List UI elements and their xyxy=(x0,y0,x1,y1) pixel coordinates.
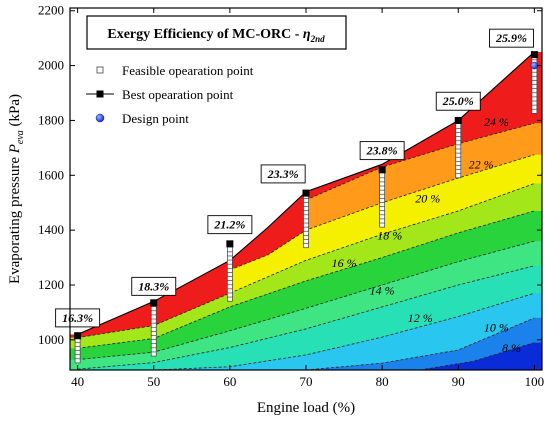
best-point xyxy=(74,332,82,340)
callout-label: 25.0% xyxy=(442,94,474,108)
feasible-point xyxy=(455,123,462,129)
contour-label: 16 % xyxy=(332,256,357,270)
feasible-points xyxy=(74,54,538,364)
callout-box xyxy=(55,308,101,328)
feasible-point xyxy=(227,246,233,253)
x-tick-label: 60 xyxy=(223,374,236,389)
fill-band xyxy=(306,317,542,370)
contour-line xyxy=(153,292,535,370)
contour-label: 20 % xyxy=(415,192,440,206)
callout-label: 23.8% xyxy=(366,144,398,158)
callout-box xyxy=(489,28,534,48)
fill-band xyxy=(153,293,542,370)
x-axis-title: Engine load (%) xyxy=(257,400,355,416)
contour-labels: 8 % 10 % 12 % 14 % 16 % 18 % 20 % 22 % 24 % xyxy=(332,115,521,355)
callout-box xyxy=(131,276,177,296)
legend-label: Best opearation point xyxy=(122,87,234,102)
callout-label: 18.3% xyxy=(138,279,169,293)
contour-label: 18 % xyxy=(377,229,402,243)
x-tick-label: 40 xyxy=(71,374,84,389)
best-point xyxy=(454,116,462,124)
contour-line xyxy=(420,342,535,370)
x-tick-label: 50 xyxy=(147,374,160,389)
y-tick-label: 1600 xyxy=(38,167,64,182)
fill-band xyxy=(420,342,542,370)
y-axis-title: Evaporating pressure Peva (kPa) xyxy=(7,94,26,284)
y-tick-label: 1800 xyxy=(38,112,64,127)
contour-label: 22 % xyxy=(469,157,494,171)
legend-marker xyxy=(96,66,104,74)
contour-label: 12 % xyxy=(408,311,433,325)
best-point xyxy=(378,166,386,174)
contour-line xyxy=(305,122,535,201)
callout-box xyxy=(207,215,253,235)
design-point xyxy=(530,61,539,70)
best-point xyxy=(226,240,234,248)
y-tick-label: 2000 xyxy=(38,58,64,73)
infeasible-region xyxy=(70,8,542,335)
legend-label: Feasible opearation point xyxy=(122,63,254,78)
legend-marker xyxy=(96,90,104,98)
y-tick-label: 1400 xyxy=(38,222,64,237)
callout-box xyxy=(359,141,405,161)
contour-label: 10 % xyxy=(484,321,509,335)
feasible-point xyxy=(379,172,385,179)
contour-line xyxy=(305,317,535,370)
best-point xyxy=(150,299,158,307)
callout-label: 25.9% xyxy=(495,31,527,45)
best-point xyxy=(530,51,538,59)
y-tick-label: 1000 xyxy=(38,332,64,347)
contour-line xyxy=(77,265,535,370)
chart-title: Exergy Efficiency of MC-ORC - η2nd xyxy=(107,27,325,44)
callout-label: 23.3% xyxy=(267,167,299,181)
title-box: Exergy Efficiency of MC-ORC - η2nd xyxy=(86,15,347,50)
best-point xyxy=(302,189,310,197)
legend-marker xyxy=(95,113,105,123)
legend-label: Design point xyxy=(122,111,189,126)
contour-label: 24 % xyxy=(484,115,509,129)
contour-label: 8 % xyxy=(502,341,521,355)
y-tick-label: 2200 xyxy=(38,3,64,18)
contour-label: 14 % xyxy=(370,284,395,298)
legend: Feasible opearation point Best opearation… xyxy=(86,63,254,126)
y-tick-label: 1200 xyxy=(38,277,64,292)
contour-line xyxy=(229,154,535,271)
x-tick-label: 100 xyxy=(525,374,545,389)
callout-label: 16.3% xyxy=(62,311,93,325)
contour-fill-bands xyxy=(70,8,542,370)
callout-box xyxy=(435,91,481,111)
x-tick-label: 80 xyxy=(376,374,389,389)
axes: 40 50 60 70 80 90 100 1000 1200 1400 1600 1800 2000 2… xyxy=(38,3,544,389)
x-tick-label: 70 xyxy=(300,374,313,389)
callout-box xyxy=(260,164,306,184)
x-tick-label: 90 xyxy=(452,374,465,389)
callout-label: 21.2% xyxy=(213,218,245,232)
